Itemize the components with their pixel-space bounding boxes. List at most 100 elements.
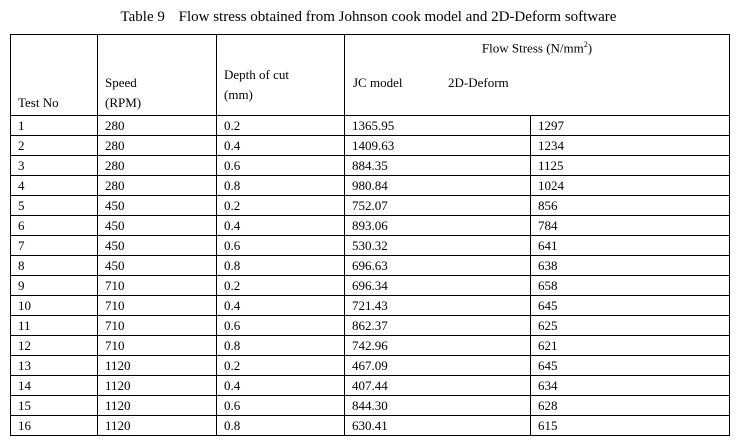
cell-2d-deform: 1024 bbox=[530, 175, 730, 196]
table-row: 16 1120 0.8 630.41 615 bbox=[10, 415, 730, 436]
cell-speed: 450 bbox=[97, 235, 217, 256]
header-depth-label: Depth of cut bbox=[224, 67, 289, 82]
cell-test-no: 2 bbox=[10, 135, 98, 156]
cell-test-no: 6 bbox=[10, 215, 98, 236]
cell-2d-deform: 634 bbox=[530, 375, 730, 396]
table-row: 2 280 0.4 1409.63 1234 bbox=[10, 135, 730, 156]
cell-2d-deform: 628 bbox=[530, 395, 730, 416]
cell-jc-model: 467.09 bbox=[344, 355, 531, 376]
table-row: 9 710 0.2 696.34 658 bbox=[10, 275, 730, 296]
table-row: 7 450 0.6 530.32 641 bbox=[10, 235, 730, 256]
table-row: 11 710 0.6 862.37 625 bbox=[10, 315, 730, 336]
table-row: 10 710 0.4 721.43 645 bbox=[10, 295, 730, 316]
cell-test-no: 15 bbox=[10, 395, 98, 416]
cell-depth: 0.6 bbox=[216, 395, 345, 416]
table-row: 4 280 0.8 980.84 1024 bbox=[10, 175, 730, 196]
cell-speed: 710 bbox=[97, 335, 217, 356]
cell-depth: 0.2 bbox=[216, 115, 345, 136]
cell-jc-model: 696.34 bbox=[344, 275, 531, 296]
cell-jc-model: 721.43 bbox=[344, 295, 531, 316]
cell-test-no: 8 bbox=[10, 255, 98, 276]
flow-stress-title: Flow Stress (N/mm2) bbox=[345, 37, 729, 56]
cell-depth: 0.2 bbox=[216, 355, 345, 376]
table-row: 14 1120 0.4 407.44 634 bbox=[10, 375, 730, 396]
cell-jc-model: 407.44 bbox=[344, 375, 531, 396]
cell-jc-model: 630.41 bbox=[344, 415, 531, 436]
cell-test-no: 3 bbox=[10, 155, 98, 176]
cell-depth: 0.8 bbox=[216, 255, 345, 276]
cell-depth: 0.6 bbox=[216, 155, 345, 176]
cell-speed: 280 bbox=[97, 135, 217, 156]
cell-speed: 1120 bbox=[97, 395, 217, 416]
header-flow-stress: Flow Stress (N/mm2) JC model 2D-Deform bbox=[344, 34, 730, 116]
cell-test-no: 4 bbox=[10, 175, 98, 196]
cell-test-no: 16 bbox=[10, 415, 98, 436]
table-caption: Table 9 Flow stress obtained from Johnso… bbox=[0, 8, 737, 26]
flow-stress-unit-exponent: 2 bbox=[583, 40, 588, 49]
table-row: 6 450 0.4 893.06 784 bbox=[10, 215, 730, 236]
header-test-no: Test No bbox=[10, 34, 98, 116]
cell-test-no: 9 bbox=[10, 275, 98, 296]
cell-2d-deform: 856 bbox=[530, 195, 730, 216]
cell-speed: 450 bbox=[97, 215, 217, 236]
header-jc-model: JC model bbox=[353, 75, 403, 90]
cell-jc-model: 862.37 bbox=[344, 315, 531, 336]
cell-speed: 710 bbox=[97, 275, 217, 296]
header-depth-unit: (mm) bbox=[224, 87, 253, 102]
cell-2d-deform: 645 bbox=[530, 295, 730, 316]
cell-2d-deform: 621 bbox=[530, 335, 730, 356]
cell-depth: 0.2 bbox=[216, 195, 345, 216]
cell-jc-model: 893.06 bbox=[344, 215, 531, 236]
cell-2d-deform: 784 bbox=[530, 215, 730, 236]
header-2d-deform: 2D-Deform bbox=[448, 75, 509, 90]
header-speed: Speed (RPM) bbox=[97, 34, 217, 116]
cell-2d-deform: 645 bbox=[530, 355, 730, 376]
cell-2d-deform: 1297 bbox=[530, 115, 730, 136]
cell-speed: 280 bbox=[97, 115, 217, 136]
cell-depth: 0.8 bbox=[216, 175, 345, 196]
cell-jc-model: 1365.95 bbox=[344, 115, 531, 136]
cell-jc-model: 884.35 bbox=[344, 155, 531, 176]
cell-speed: 710 bbox=[97, 315, 217, 336]
table-row: 15 1120 0.6 844.30 628 bbox=[10, 395, 730, 416]
header-depth: Depth of cut (mm) bbox=[216, 34, 345, 116]
cell-jc-model: 844.30 bbox=[344, 395, 531, 416]
cell-speed: 1120 bbox=[97, 355, 217, 376]
flow-stress-close: ) bbox=[587, 40, 593, 56]
cell-speed: 450 bbox=[97, 195, 217, 216]
table-row: 1 280 0.2 1365.95 1297 bbox=[10, 115, 730, 136]
cell-depth: 0.6 bbox=[216, 315, 345, 336]
table-row: 3 280 0.6 884.35 1125 bbox=[10, 155, 730, 176]
cell-depth: 0.4 bbox=[216, 295, 345, 316]
cell-2d-deform: 625 bbox=[530, 315, 730, 336]
cell-depth: 0.6 bbox=[216, 235, 345, 256]
cell-2d-deform: 658 bbox=[530, 275, 730, 296]
cell-speed: 280 bbox=[97, 155, 217, 176]
cell-test-no: 5 bbox=[10, 195, 98, 216]
table-row: 8 450 0.8 696.63 638 bbox=[10, 255, 730, 276]
table-row: 13 1120 0.2 467.09 645 bbox=[10, 355, 730, 376]
cell-jc-model: 742.96 bbox=[344, 335, 531, 356]
cell-depth: 0.4 bbox=[216, 375, 345, 396]
cell-speed: 450 bbox=[97, 255, 217, 276]
cell-2d-deform: 638 bbox=[530, 255, 730, 276]
cell-jc-model: 1409.63 bbox=[344, 135, 531, 156]
cell-speed: 1120 bbox=[97, 415, 217, 436]
cell-2d-deform: 1234 bbox=[530, 135, 730, 156]
cell-test-no: 14 bbox=[10, 375, 98, 396]
cell-depth: 0.4 bbox=[216, 215, 345, 236]
cell-2d-deform: 641 bbox=[530, 235, 730, 256]
flow-stress-label: Flow Stress (N/mm bbox=[481, 40, 584, 56]
flow-stress-table: Test No Speed (RPM) Depth of cut (mm) Fl… bbox=[10, 34, 730, 436]
cell-test-no: 11 bbox=[10, 315, 98, 336]
cell-jc-model: 696.63 bbox=[344, 255, 531, 276]
cell-depth: 0.4 bbox=[216, 135, 345, 156]
cell-2d-deform: 615 bbox=[530, 415, 730, 436]
header-speed-label: Speed bbox=[105, 75, 137, 90]
table-row: 5 450 0.2 752.07 856 bbox=[10, 195, 730, 216]
header-row: Test No Speed (RPM) Depth of cut (mm) Fl… bbox=[10, 34, 730, 116]
cell-depth: 0.2 bbox=[216, 275, 345, 296]
cell-test-no: 1 bbox=[10, 115, 98, 136]
cell-jc-model: 530.32 bbox=[344, 235, 531, 256]
header-test-no-label: Test No bbox=[18, 95, 59, 110]
